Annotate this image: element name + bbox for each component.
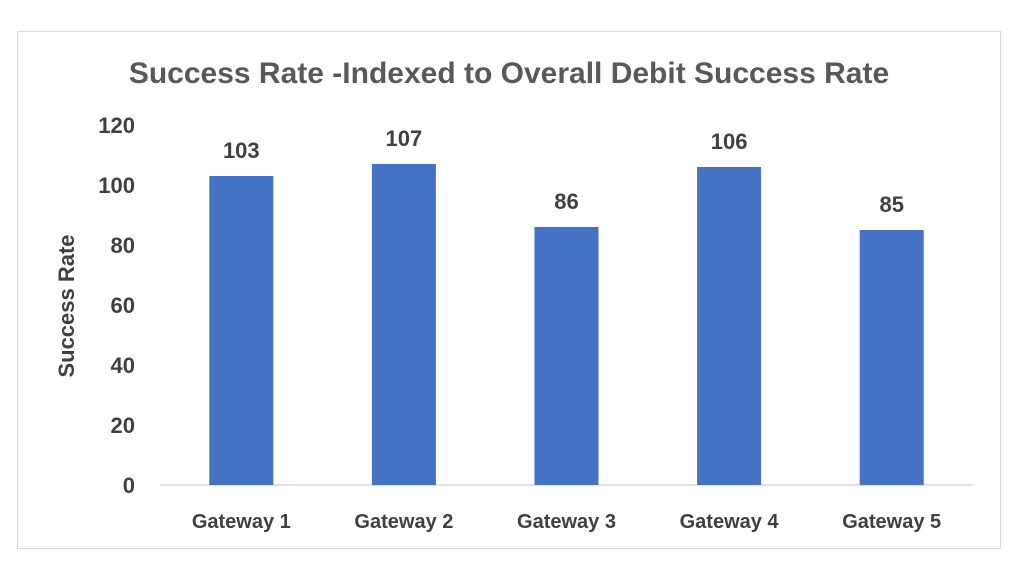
- x-tick-label: Gateway 2: [354, 511, 453, 533]
- data-labels: 103 107 86 106 85: [223, 126, 904, 217]
- bar: [371, 164, 436, 485]
- y-tick-label: 20: [111, 413, 135, 438]
- y-tick-label: 60: [111, 293, 135, 318]
- bar: [534, 227, 599, 485]
- bar: [859, 230, 924, 485]
- bar: [697, 167, 762, 485]
- y-tick-label: 100: [98, 173, 135, 198]
- x-axis-category-labels: Gateway 1 Gateway 2 Gateway 3 Gateway 4 Gate…: [192, 511, 941, 533]
- y-axis-ticks: 0 20 40 60 80 100 120: [98, 113, 135, 498]
- data-label: 107: [386, 126, 423, 151]
- x-tick-label: Gateway 5: [842, 511, 941, 533]
- data-label: 103: [223, 138, 260, 163]
- bars: [209, 164, 924, 485]
- chart-title: Success Rate -Indexed to Overall Debit S…: [129, 57, 889, 90]
- chart-frame: [17, 31, 1001, 549]
- bar: [209, 176, 274, 485]
- data-label: 85: [879, 192, 903, 217]
- y-tick-label: 120: [98, 113, 135, 138]
- data-label: 86: [554, 189, 578, 214]
- x-tick-label: Gateway 1: [192, 511, 291, 533]
- y-tick-label: 0: [123, 473, 135, 498]
- y-tick-label: 80: [111, 233, 135, 258]
- y-axis-label: Success Rate: [54, 234, 79, 377]
- data-label: 106: [711, 129, 748, 154]
- y-tick-label: 40: [111, 353, 135, 378]
- x-tick-label: Gateway 4: [680, 511, 780, 533]
- x-tick-label: Gateway 3: [517, 511, 616, 533]
